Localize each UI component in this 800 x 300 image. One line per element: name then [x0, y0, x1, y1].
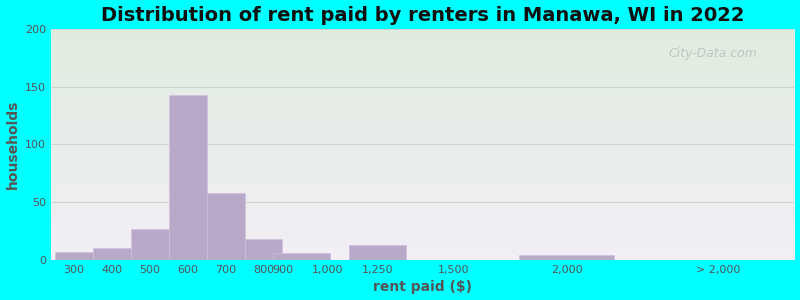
Bar	[245, 239, 282, 260]
Bar	[55, 252, 93, 260]
Y-axis label: households: households	[6, 100, 19, 189]
Bar	[93, 248, 130, 260]
Bar	[169, 95, 206, 260]
Title: Distribution of rent paid by renters in Manawa, WI in 2022: Distribution of rent paid by renters in …	[101, 6, 745, 25]
Bar	[519, 255, 614, 260]
Bar	[206, 193, 245, 260]
Bar	[130, 229, 169, 260]
X-axis label: rent paid ($): rent paid ($)	[374, 280, 472, 294]
Bar	[349, 245, 406, 260]
Bar	[273, 253, 330, 260]
Text: City-Data.com: City-Data.com	[668, 47, 757, 60]
